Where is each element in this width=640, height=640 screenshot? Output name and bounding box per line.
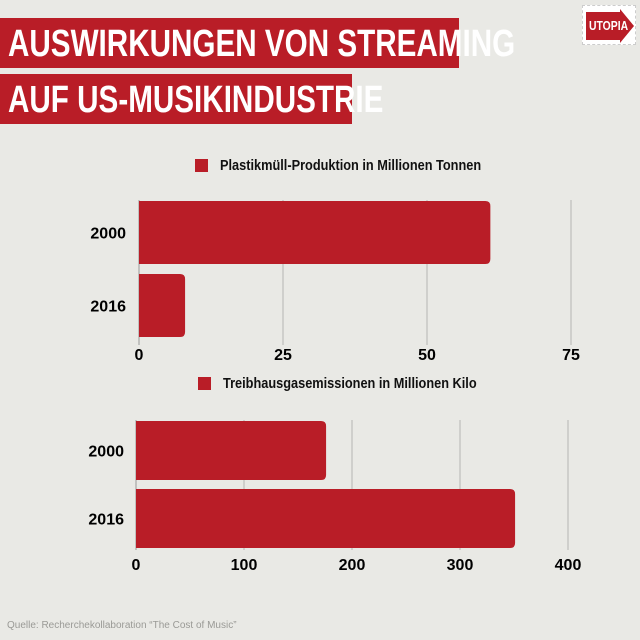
x-tick-label: 25 [274, 347, 292, 364]
legend-label: Plastikmüll-Produktion in Millionen Tonn… [220, 157, 482, 174]
title-line-1: AUSWIRKUNGEN VON STREAMING [8, 23, 516, 65]
x-tick-label: 400 [555, 557, 582, 574]
x-tick-label: 50 [418, 347, 436, 364]
category-label: 2016 [88, 512, 124, 529]
title-banner-1: AUSWIRKUNGEN VON STREAMING [0, 18, 515, 68]
legend-label: Treibhausgasemissionen in Millionen Kilo [223, 375, 477, 392]
legend-emissions: Treibhausgasemissionen in Millionen Kilo [198, 375, 521, 392]
bar-2000 [136, 421, 327, 480]
category-label: 2016 [90, 299, 126, 316]
title-banner-2: AUF US-MUSIKINDUSTRIE [0, 74, 383, 124]
title-line-2: AUF US-MUSIKINDUSTRIE [8, 79, 384, 121]
x-tick-label: 100 [231, 557, 258, 574]
x-tick-label: 75 [562, 347, 580, 364]
category-label: 2000 [90, 226, 126, 243]
x-tick-label: 300 [447, 557, 474, 574]
bar-2000 [139, 201, 491, 264]
logo-text: UTOPIA [589, 18, 629, 33]
source-note: Quelle: Recherchekollaboration “The Cost… [7, 620, 237, 631]
bar-2016 [136, 489, 516, 548]
x-tick-label: 0 [132, 557, 141, 574]
category-label: 2000 [88, 444, 124, 461]
x-tick-label: 200 [339, 557, 366, 574]
legend-swatch [195, 159, 208, 172]
utopia-logo: UTOPIA [582, 5, 636, 45]
legend-plastic: Plastikmüll-Produktion in Millionen Tonn… [195, 157, 527, 174]
x-tick-label: 0 [135, 347, 144, 364]
legend-swatch [198, 377, 211, 390]
bar-2016 [139, 274, 186, 337]
